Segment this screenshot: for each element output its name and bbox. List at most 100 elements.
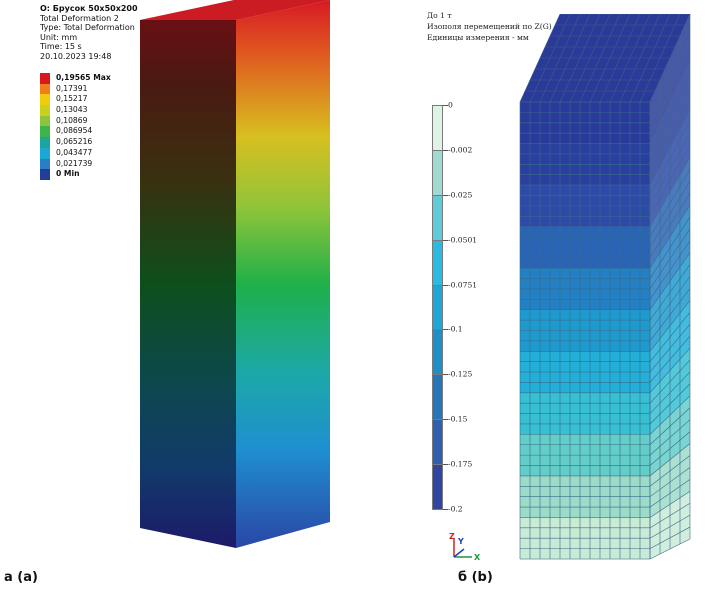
- legend-tick-label: -0.0501: [448, 235, 478, 245]
- mesh-grid-line: [649, 419, 691, 456]
- mesh-grid-line: [649, 395, 691, 435]
- legend-swatch: [40, 115, 50, 127]
- legend-swatch: [40, 147, 50, 159]
- legend-tick: [443, 464, 448, 466]
- legend-tick-label: -0.175: [448, 459, 473, 469]
- mesh-grid-line: [649, 455, 691, 487]
- legend-swatch: [40, 83, 50, 95]
- right-header-line: Изополя перемещений по Z(G): [427, 22, 552, 31]
- mesh-grid-line: [649, 479, 691, 508]
- mesh-grid-line: [649, 300, 691, 352]
- mesh-grid-line: [649, 407, 691, 445]
- legend-swatch: [40, 169, 50, 180]
- legend-color-band: [432, 419, 443, 466]
- mesh-grid-line: [649, 324, 691, 373]
- legend-tick-label: -0.15: [448, 414, 468, 424]
- box-top-face-light: [140, 0, 330, 20]
- legend-label: 0,043477: [56, 147, 93, 157]
- right-header-line: До 1 т: [427, 11, 452, 20]
- box-front-face: [140, 20, 236, 548]
- mesh-grid-line: [649, 216, 691, 279]
- mesh-grid-line: [649, 25, 691, 113]
- legend-label: 0,19565 Max: [56, 73, 111, 82]
- mesh-grid-line: [649, 97, 691, 175]
- mesh-grid-line: [649, 168, 691, 238]
- mesh-grid-line: [649, 228, 691, 290]
- figure-caption-a: а (a): [4, 570, 38, 585]
- legend-label: 0,065216: [56, 137, 93, 147]
- mesh-grid-line: [649, 467, 691, 497]
- legend-row: 0,13043: [40, 105, 140, 116]
- left-result-header: O: Брусок 50x50x200 Total Deformation 2 …: [40, 4, 138, 61]
- box-top-face: [140, 0, 330, 20]
- mesh-grid-line: [649, 37, 691, 123]
- legend-tick-label: -0.2: [448, 504, 463, 514]
- legend-tick: [443, 284, 448, 286]
- mesh-grid-line: [649, 514, 691, 539]
- legend-label: 0,15217: [56, 94, 88, 104]
- legend-tick-label: -0.0751: [448, 280, 478, 290]
- legend-tick: [443, 329, 448, 331]
- mesh-grid-line: [649, 157, 691, 227]
- right-result-header: До 1 т Изополя перемещений по Z(G) Едини…: [427, 10, 552, 43]
- legend-tick-label: 0: [448, 100, 453, 110]
- legend-row: 0 Min: [40, 169, 140, 180]
- legend-color-band: [432, 374, 443, 421]
- legend-color-band: [432, 329, 443, 376]
- right-color-legend: 0 -0.002 -0.025 -0.0501 -0.0751 -0.1 -0.125 -0.…: [432, 101, 512, 514]
- legend-color-band: [432, 464, 443, 510]
- legend-label: 0 Min: [56, 169, 80, 179]
- legend-swatch: [40, 105, 50, 116]
- legend-tick: [443, 149, 448, 151]
- legend-row: 0,10869: [40, 115, 140, 127]
- mesh-grid-line: [649, 109, 691, 186]
- legend-tick: [443, 419, 448, 421]
- legend-tick-label: -0.025: [448, 190, 473, 200]
- legend-color-band: [432, 239, 443, 286]
- legend-tick-label: -0.002: [448, 145, 473, 155]
- axis-label-z: Z: [449, 532, 455, 541]
- legend-color-band: [432, 105, 443, 151]
- mesh-grid-line: [649, 312, 691, 362]
- mesh-grid-line: [649, 49, 691, 134]
- legend-color-band: [432, 194, 443, 241]
- mesh-grid-line: [649, 121, 691, 196]
- left-header-line: 20.10.2023 19:48: [40, 51, 112, 61]
- left-header-line: Unit: mm: [40, 32, 78, 42]
- box-side-face: [236, 0, 330, 548]
- legend-label: 0,021739: [56, 158, 93, 168]
- legend-label: 0,13043: [56, 105, 88, 115]
- legend-label: 0,17391: [56, 83, 88, 93]
- left-header-line: Type: Total Deformation: [40, 23, 135, 32]
- left-header-line: Total Deformation 2: [40, 13, 119, 23]
- mesh-grid-line: [649, 491, 691, 518]
- legend-row: 0,17391: [40, 83, 140, 95]
- mesh-grid-line: [649, 431, 691, 466]
- legend-row: 0,086954: [40, 126, 140, 138]
- mesh-grid-line: [649, 359, 691, 404]
- legend-swatch: [40, 126, 50, 138]
- left-header-line: O: Брусок 50x50x200: [40, 4, 138, 13]
- mesh-grid-line: [649, 73, 691, 155]
- mesh-grid-line: [649, 61, 691, 144]
- left-deformation-box: [140, 0, 330, 548]
- left-header-line: Time: 15 s: [40, 42, 82, 51]
- mesh-grid-line: [649, 252, 691, 310]
- right-mesh-box: [519, 14, 691, 560]
- figure-caption-b: б (b): [458, 570, 493, 585]
- legend-tick: [443, 374, 448, 376]
- mesh-grid-line: [649, 204, 691, 269]
- mesh-grid-line: [649, 371, 691, 414]
- mesh-grid-line: [649, 133, 691, 207]
- mesh-grid-line: [649, 276, 691, 331]
- legend-row: 0,021739: [40, 158, 140, 170]
- legend-row: 0,19565 Max: [40, 73, 140, 84]
- legend-swatch: [40, 73, 50, 84]
- mesh-grid-line: [649, 335, 691, 383]
- legend-swatch: [40, 94, 50, 106]
- legend-tick: [443, 509, 448, 510]
- left-color-legend: 0,19565 Max 0,17391 0,15217 0,13043 0,10869 0…: [40, 73, 140, 180]
- mesh-grid-line: [649, 264, 691, 321]
- legend-color-band: [432, 284, 443, 331]
- mesh-grid-line: [649, 526, 691, 549]
